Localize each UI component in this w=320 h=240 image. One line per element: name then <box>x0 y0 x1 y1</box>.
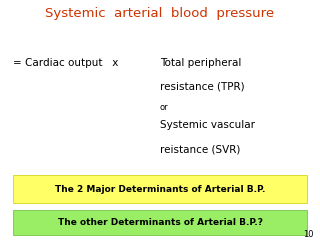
Text: Systemic vascular: Systemic vascular <box>160 120 255 130</box>
FancyBboxPatch shape <box>13 210 307 235</box>
Text: The other Determinants of Arterial B.P.?: The other Determinants of Arterial B.P.? <box>58 218 262 227</box>
Text: reistance (SVR): reistance (SVR) <box>160 144 240 154</box>
Text: Total peripheral: Total peripheral <box>160 58 241 68</box>
Text: The 2 Major Determinants of Arterial B.P.: The 2 Major Determinants of Arterial B.P… <box>55 185 265 193</box>
Text: 10: 10 <box>303 230 314 239</box>
Text: resistance (TPR): resistance (TPR) <box>160 82 244 92</box>
Text: = Cardiac output   x: = Cardiac output x <box>13 58 118 68</box>
Text: or: or <box>160 103 169 112</box>
FancyBboxPatch shape <box>13 175 307 203</box>
Text: Systemic  arterial  blood  pressure: Systemic arterial blood pressure <box>45 7 275 20</box>
